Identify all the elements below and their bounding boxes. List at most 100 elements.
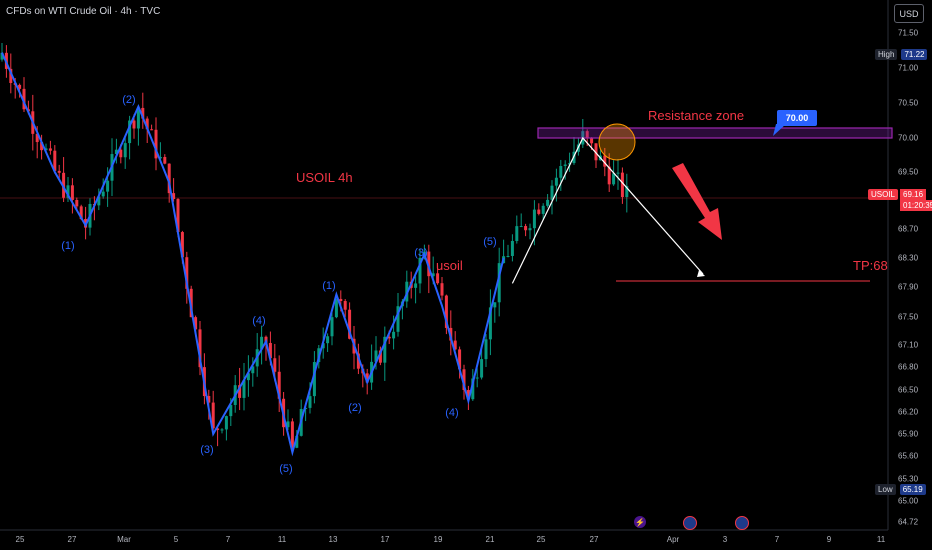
- candle-body: [180, 232, 184, 258]
- candle-body: [546, 199, 550, 206]
- candle-body: [488, 307, 492, 340]
- candle-body: [277, 371, 281, 399]
- candle-body: [207, 396, 211, 403]
- price-tick: 67.90: [898, 282, 919, 292]
- projection-path[interactable]: [511, 136, 704, 284]
- resistance-zone[interactable]: [537, 127, 893, 139]
- candle-body: [383, 336, 387, 363]
- candle-body: [392, 331, 396, 339]
- candle-body: [145, 118, 149, 130]
- candle-body: [616, 172, 620, 174]
- candle-body: [154, 129, 158, 159]
- down-arrow-icon: [672, 163, 722, 240]
- candle-body: [268, 342, 272, 359]
- candle-body: [167, 163, 171, 194]
- candle-body: [453, 340, 457, 350]
- high-label: High: [875, 49, 898, 60]
- wave-label: (1): [322, 280, 336, 292]
- candle-body: [458, 349, 462, 370]
- candle-body: [607, 166, 611, 185]
- time-tick: 7: [774, 535, 780, 544]
- candle-body: [440, 283, 444, 296]
- current-price-badge: USOIL 69.16 01:20:35: [868, 189, 932, 211]
- candle-body: [594, 143, 598, 161]
- top-highlight-circle[interactable]: [598, 123, 636, 161]
- candle-body: [378, 350, 382, 363]
- wave-label: (4): [445, 407, 459, 419]
- candle-body: [9, 68, 13, 83]
- candle-body: [238, 385, 242, 398]
- time-tick: 17: [380, 535, 390, 544]
- candle-body: [590, 138, 594, 144]
- price-tick: 71.00: [898, 63, 919, 73]
- candle-body: [356, 353, 360, 369]
- wave-label: (2): [348, 402, 362, 414]
- candle-body: [537, 209, 541, 214]
- candle-body: [123, 143, 127, 158]
- resistance-callout[interactable]: 70.00: [777, 110, 817, 126]
- time-tick: 5: [173, 535, 179, 544]
- candle-body: [484, 339, 488, 360]
- us-flag-icon[interactable]: [683, 516, 697, 530]
- price-tick: 65.90: [898, 429, 919, 439]
- bar-countdown: 01:20:35: [900, 200, 932, 211]
- time-tick: 13: [328, 535, 338, 544]
- candle-body: [348, 309, 352, 339]
- candle-body: [158, 157, 162, 159]
- candle-body: [414, 283, 418, 288]
- candle-body: [198, 329, 202, 368]
- price-tick: 68.70: [898, 224, 919, 234]
- candle-body: [22, 88, 26, 110]
- candle-body: [35, 133, 39, 143]
- candle-body: [387, 336, 391, 339]
- candle-body: [101, 191, 105, 197]
- currency-button[interactable]: USD: [894, 4, 924, 23]
- candle-body: [312, 362, 316, 397]
- wave-label: (3): [200, 444, 214, 456]
- candle-body: [418, 257, 422, 284]
- candle-body: [106, 180, 110, 192]
- candle-body: [150, 129, 154, 131]
- candle-body: [246, 373, 250, 381]
- price-tick: 70.00: [898, 133, 919, 143]
- us-flag-icon[interactable]: [735, 516, 749, 530]
- candle-body: [585, 131, 589, 139]
- time-tick: Mar: [117, 535, 131, 544]
- candle-body: [568, 163, 572, 165]
- wave-label: (5): [279, 463, 293, 475]
- price-tick: 66.50: [898, 385, 919, 395]
- time-tick: 11: [277, 535, 287, 544]
- candle-body: [66, 185, 70, 198]
- candle-body: [18, 84, 22, 89]
- candle-body: [497, 263, 501, 303]
- wave-label: (5): [483, 236, 497, 248]
- candle-body: [44, 148, 48, 151]
- candle-body: [365, 373, 369, 383]
- time-tick: 25: [15, 535, 25, 544]
- candle-body: [260, 336, 264, 350]
- lightning-icon[interactable]: ⚡: [634, 516, 646, 528]
- candle-body: [132, 120, 136, 129]
- candle-body: [176, 199, 180, 233]
- candle-body: [532, 209, 536, 229]
- candle-body: [510, 240, 514, 256]
- candle-body: [229, 404, 233, 417]
- high-value: 71.22: [901, 49, 928, 60]
- candle-body: [0, 52, 4, 60]
- candle-body: [559, 166, 563, 178]
- time-tick: 21: [485, 535, 495, 544]
- price-tick: 67.10: [898, 340, 919, 350]
- price-tick: 69.50: [898, 167, 919, 177]
- candle-body: [550, 185, 554, 200]
- high-badge: High 71.22: [872, 48, 930, 61]
- candle-body: [436, 273, 440, 284]
- wave-label: (3): [414, 247, 428, 259]
- candle-body: [53, 150, 57, 171]
- candle-body: [462, 369, 466, 391]
- candle-body: [493, 302, 497, 308]
- elliott-wave-line[interactable]: [1, 52, 505, 457]
- candle-body: [290, 421, 294, 448]
- candle-body: [334, 298, 338, 318]
